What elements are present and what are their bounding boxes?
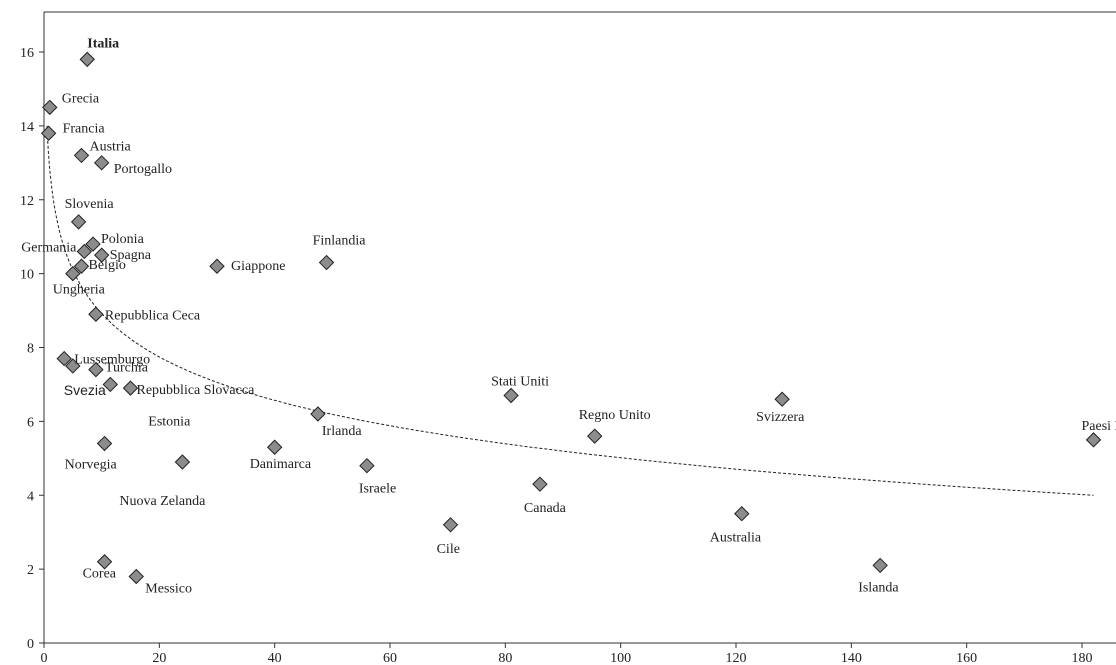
y-tick-label: 2 (27, 563, 34, 578)
data-point (76, 243, 93, 260)
data-point (96, 554, 113, 570)
x-tick-label: 40 (268, 651, 282, 665)
point-label: Paesi Bassi (1082, 419, 1116, 434)
data-point (503, 387, 519, 404)
data-point (79, 51, 95, 68)
data-point (93, 155, 110, 171)
point-label: Ungheria (53, 283, 106, 298)
data-point (102, 376, 119, 393)
point-label: Australia (710, 531, 762, 546)
trendline-group (46, 125, 1094, 496)
data-point (65, 265, 81, 282)
point-label: Stati Uniti (491, 375, 549, 390)
data-point (734, 506, 750, 522)
data-point (40, 125, 57, 141)
data-point (122, 380, 139, 396)
data-point (73, 258, 90, 274)
point-label: Giappone (231, 259, 285, 274)
x-tick-label: 100 (610, 651, 631, 665)
point-label: Cile (437, 542, 460, 557)
point-label: Lussemburgo (74, 353, 150, 368)
x-tick-label: 0 (41, 651, 48, 665)
y-tick-label: 16 (20, 46, 34, 61)
point-label: Spagna (110, 248, 152, 263)
point-label: Messico (145, 582, 192, 597)
data-point (359, 457, 375, 474)
data-point (42, 99, 58, 116)
x-tick-label: 80 (498, 651, 512, 665)
x-tick-label: 60 (383, 651, 397, 665)
y-tick-label: 8 (27, 342, 34, 357)
point-label: Israele (359, 482, 396, 497)
point-label: Islanda (858, 580, 899, 595)
data-point (56, 350, 72, 367)
data-point (774, 391, 790, 407)
y-tick-label: 6 (27, 415, 34, 430)
point-label: Nuova Zelanda (119, 494, 206, 509)
point-label: Belgio (89, 258, 126, 273)
data-point (174, 454, 191, 470)
data-point (93, 247, 110, 263)
point-label: Estonia (148, 414, 191, 429)
point-label: Repubblica Ceca (105, 308, 201, 323)
points-group (40, 51, 1102, 585)
point-label: Italia (87, 36, 119, 51)
data-point (96, 435, 113, 452)
y-tick-label: 4 (27, 489, 34, 504)
data-point (73, 147, 90, 164)
y-tick-label: 12 (20, 194, 34, 209)
x-tick-label: 20 (152, 651, 166, 665)
data-point (65, 358, 81, 374)
data-point (85, 236, 101, 252)
data-point (872, 557, 888, 574)
data-point (70, 214, 87, 230)
data-point (209, 258, 225, 274)
point-label: Regno Unito (579, 408, 651, 423)
point-label: Polonia (101, 232, 145, 247)
point-label: Danimarca (250, 457, 312, 472)
data-point (88, 361, 104, 378)
point-label: Austria (90, 139, 132, 154)
point-label: Repubblica Slovacca (137, 383, 256, 398)
trendline (46, 125, 1094, 496)
y-tick-label: 14 (20, 120, 34, 135)
data-point (128, 568, 144, 585)
data-point (318, 254, 335, 271)
point-label: Turchia (105, 361, 149, 376)
x-tick-label: 120 (726, 651, 747, 665)
point-label: Irlanda (322, 424, 362, 439)
x-tick-label: 180 (1072, 651, 1093, 665)
x-tick-label: 140 (841, 651, 862, 665)
x-tick-label: 160 (956, 651, 977, 665)
y-tick-label: 0 (27, 637, 34, 652)
data-point (532, 476, 548, 492)
point-label: Norvegia (65, 458, 118, 473)
point-label: Francia (63, 121, 106, 136)
point-label: Grecia (62, 91, 100, 106)
data-point (88, 306, 104, 322)
point-label: Svezia (64, 382, 106, 398)
data-point (266, 439, 283, 455)
point-label: Portogallo (114, 162, 172, 177)
point-label: Germania (21, 241, 77, 256)
point-label: Slovenia (65, 197, 115, 212)
point-label: Svizzera (756, 410, 805, 425)
data-point (1085, 432, 1102, 448)
data-point (442, 517, 459, 533)
point-label: Corea (83, 567, 117, 582)
point-labels-group: Italia Grecia Francia Austria Portogallo Slov… (21, 36, 1116, 596)
y-tick-label: 10 (20, 268, 34, 283)
data-point (587, 428, 603, 444)
data-point (310, 406, 326, 422)
point-label: Canada (524, 501, 567, 516)
point-label: Finlandia (313, 234, 367, 249)
